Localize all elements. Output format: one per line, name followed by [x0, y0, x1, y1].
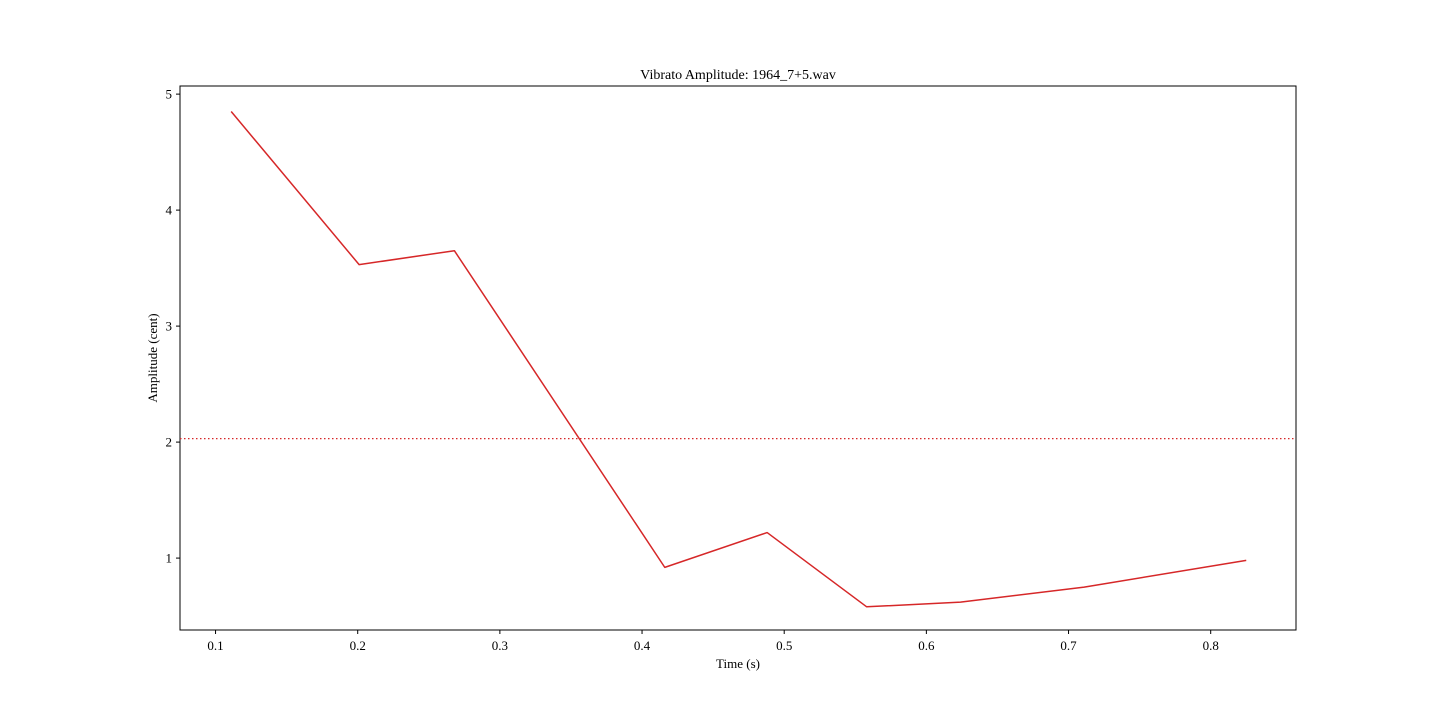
x-tick-label: 0.6	[918, 638, 935, 653]
plot-frame	[179, 85, 1297, 631]
x-tick-label: 0.8	[1203, 638, 1219, 653]
chart-title: Vibrato Amplitude: 1964_7+5.wav	[640, 68, 836, 83]
x-tick-label: 0.7	[1060, 638, 1077, 653]
y-tick-label: 1	[166, 551, 173, 566]
y-tick-label: 4	[166, 203, 173, 218]
series-line	[230, 111, 1247, 608]
x-tick-label: 0.4	[634, 638, 651, 653]
x-axis-ticks: 0.1 0.2 0.3 0.4 0.5 0.6 0.7 0.8	[207, 630, 1219, 653]
x-tick-label: 0.2	[350, 638, 366, 653]
x-axis-label: Time (s)	[716, 656, 760, 671]
x-tick-label: 0.1	[207, 638, 223, 653]
y-tick-label: 2	[166, 435, 173, 450]
y-tick-label: 3	[166, 319, 173, 334]
y-axis-label: Amplitude (cent)	[145, 313, 160, 402]
y-tick-label: 5	[166, 87, 173, 102]
plot-area	[179, 85, 1297, 631]
x-tick-label: 0.3	[492, 638, 508, 653]
x-tick-label: 0.5	[776, 638, 792, 653]
y-axis-ticks: 1 2 3 4 5	[166, 87, 180, 566]
series-group	[230, 111, 1247, 608]
